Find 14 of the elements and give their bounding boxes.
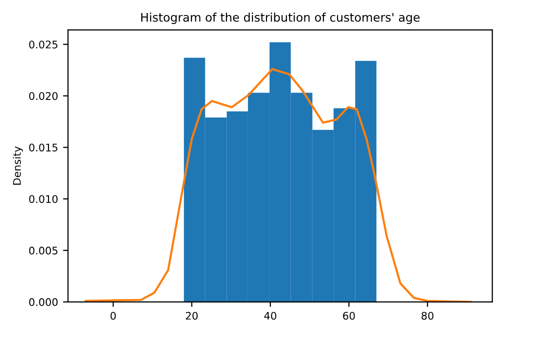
chart-title: Histogram of the distribution of customers' age [141, 12, 420, 24]
y-tick-label: 0.025 [29, 40, 58, 48]
x-tick-label: 80 [422, 312, 434, 320]
y-tick-label: 0.000 [29, 298, 58, 306]
x-tick-label: 40 [264, 312, 276, 320]
x-tick-label: 20 [186, 312, 198, 320]
y-axis-title: Density [12, 146, 23, 185]
y-tick-label: 0.005 [29, 246, 58, 255]
x-tick-label: 0 [110, 312, 116, 320]
x-tick-label: 60 [343, 312, 355, 320]
y-tick-label: 0.020 [29, 92, 58, 100]
y-tick-label: 0.015 [29, 144, 58, 152]
line-series [84, 68, 472, 302]
y-tick-label: 0.010 [29, 195, 58, 203]
